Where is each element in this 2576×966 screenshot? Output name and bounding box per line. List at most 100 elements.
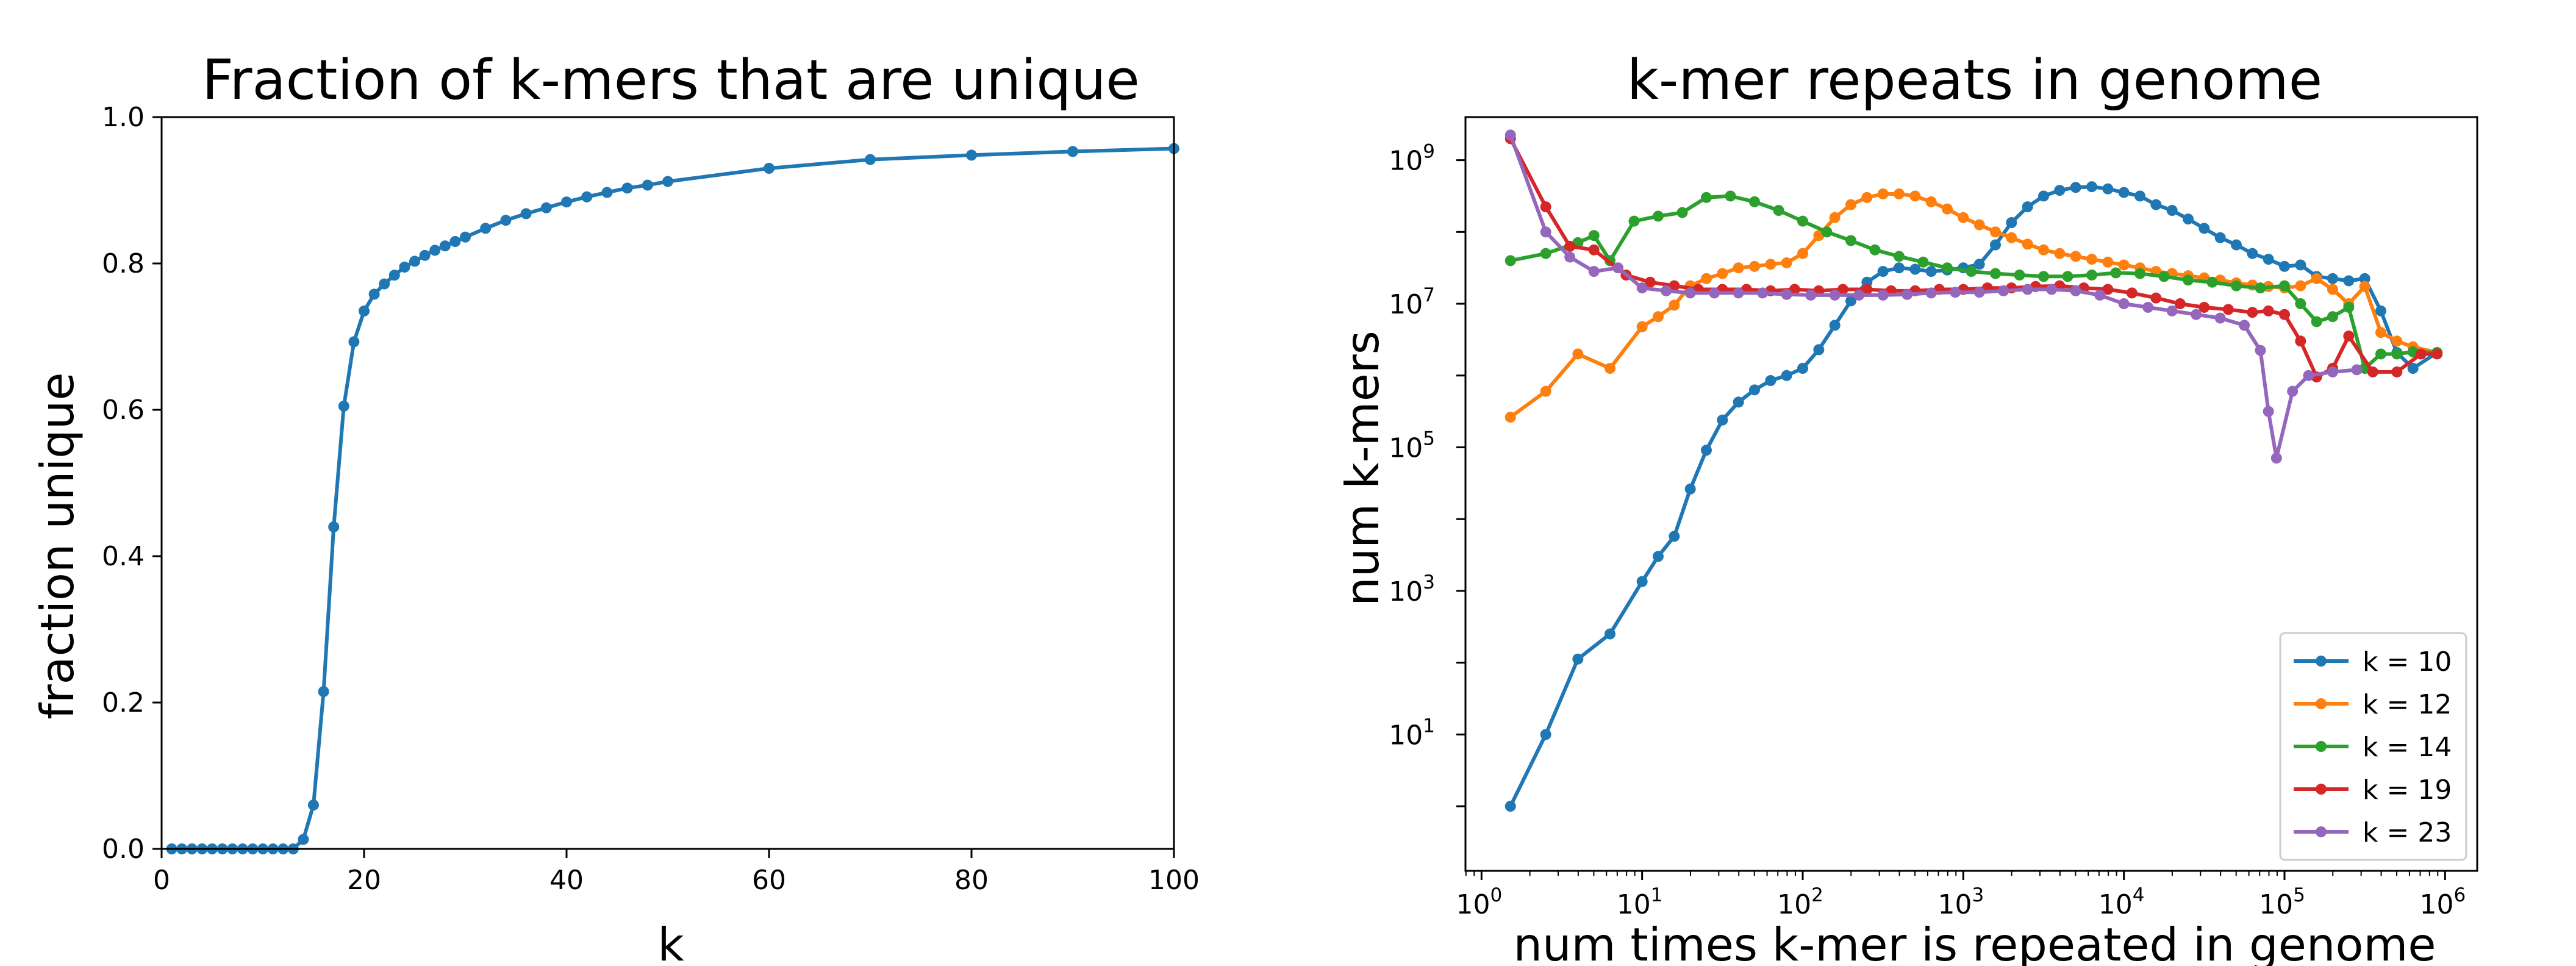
data-point: [1845, 235, 1856, 246]
data-point: [1669, 280, 1680, 292]
x-tick-label: 100: [1148, 865, 1200, 896]
data-point: [1540, 226, 1551, 238]
data-point: [388, 270, 400, 281]
y-tick-label: 107: [1389, 284, 1435, 320]
data-point: [1990, 239, 2001, 251]
data-point: [1925, 287, 1937, 299]
data-point: [1998, 285, 2009, 296]
data-point: [1958, 212, 1969, 223]
x-tick-label: 101: [1617, 884, 1663, 920]
data-point: [2247, 248, 2258, 259]
data-point: [1894, 188, 1905, 199]
data-point: [308, 800, 319, 810]
chart-title: k-mer repeats in genome: [1627, 48, 2322, 112]
data-point: [581, 191, 593, 202]
data-point: [1628, 215, 1640, 227]
data-point: [1781, 257, 1792, 268]
y-tick-label: 109: [1389, 141, 1435, 177]
data-point: [1709, 287, 1720, 299]
data-point: [1653, 311, 1664, 323]
data-point: [1733, 262, 1744, 274]
data-point: [2070, 182, 2081, 193]
data-point: [2174, 298, 2186, 310]
data-point: [621, 182, 633, 194]
data-point: [1781, 288, 1792, 300]
data-point: [2054, 185, 2066, 196]
data-point: [1605, 628, 1615, 640]
data-point: [2431, 348, 2443, 360]
data-point: [1636, 321, 1648, 332]
series-k-10: [1504, 181, 2443, 812]
data-point: [2343, 301, 2355, 313]
data-point: [1540, 248, 1551, 259]
x-axis-label: k: [657, 918, 684, 966]
data-point: [1925, 266, 1937, 277]
data-point: [662, 176, 673, 187]
data-point: [1504, 801, 1516, 812]
data-point: [368, 288, 380, 300]
data-point: [409, 256, 420, 267]
data-point: [1733, 287, 1744, 299]
data-point: [1540, 729, 1551, 740]
data-point: [2183, 213, 2194, 225]
data-point: [338, 401, 349, 412]
chart-title: Fraction of k-mers that are unique: [202, 48, 1140, 112]
data-point: [1894, 251, 1905, 262]
data-point: [1717, 414, 1728, 426]
data-point: [1894, 262, 1905, 274]
data-point: [1701, 445, 1712, 456]
data-point: [1669, 531, 1680, 542]
x-tick-label: 40: [549, 865, 584, 896]
data-point: [2367, 366, 2378, 377]
data-point: [1684, 483, 1696, 495]
data-point: [865, 154, 876, 165]
data-point: [419, 249, 431, 261]
series-k-14: [1504, 190, 2443, 374]
data-point: [1676, 207, 1688, 218]
legend-box: [2279, 632, 2467, 861]
series-group: [1504, 129, 2443, 812]
data-point: [1990, 226, 2001, 238]
data-point: [1829, 289, 1841, 301]
data-point: [2086, 269, 2097, 281]
data-point: [2343, 331, 2355, 342]
data-point: [2134, 268, 2145, 279]
data-point: [1821, 226, 1833, 238]
data-point: [1717, 268, 1728, 279]
data-point: [2255, 345, 2266, 356]
data-point: [2375, 305, 2386, 317]
x-tick-label: 104: [2098, 884, 2145, 920]
data-point: [1917, 256, 1929, 268]
data-point: [1925, 196, 1937, 207]
data-point: [2222, 304, 2234, 315]
data-point: [1973, 219, 1985, 231]
data-point: [2415, 348, 2427, 360]
data-point: [1877, 266, 1889, 277]
data-point: [2343, 275, 2355, 287]
data-point: [2279, 280, 2290, 292]
data-point: [1942, 203, 1953, 215]
data-point: [2038, 244, 2049, 256]
data-point: [601, 187, 613, 198]
data-point: [1749, 384, 1760, 396]
data-point: [1612, 262, 1624, 274]
y-tick-label: 0.6: [102, 395, 145, 426]
data-point: [1966, 266, 1977, 277]
data-point: [1813, 344, 1825, 356]
data-point: [1781, 370, 1792, 381]
data-point: [2134, 190, 2145, 202]
data-point: [1701, 273, 1712, 284]
data-point: [1669, 299, 1680, 311]
data-point: [1773, 205, 1784, 216]
data-point: [2303, 370, 2314, 381]
data-point: [2327, 366, 2338, 377]
y-tick-label: 0.8: [102, 248, 145, 279]
data-point: [2070, 251, 2081, 262]
y-tick-label: 0.0: [102, 834, 145, 865]
data-point: [359, 306, 370, 317]
data-point: [2022, 284, 2033, 295]
data-point: [379, 278, 390, 290]
y-tick-label: 0.4: [102, 541, 145, 572]
data-point: [1902, 288, 1913, 300]
data-point: [2295, 259, 2306, 271]
